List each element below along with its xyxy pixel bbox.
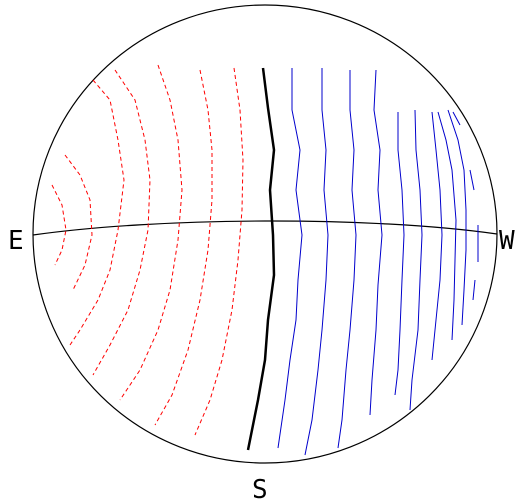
- positive-solid-contours: [277, 68, 479, 456]
- negative-contour: [92, 69, 151, 376]
- label-west: W: [499, 226, 515, 256]
- zero-contour: [246, 67, 276, 451]
- negative-dashed-contours: [51, 64, 244, 436]
- positive-contour: [447, 109, 467, 326]
- positive-contour: [369, 69, 383, 416]
- negative-contour: [69, 79, 125, 346]
- projection-circle: [32, 4, 498, 464]
- negative-contour: [64, 154, 93, 291]
- positive-contour: [437, 111, 457, 341]
- positive-contour: [304, 68, 329, 456]
- positive-contour: [431, 111, 443, 361]
- negative-contour: [51, 184, 67, 266]
- positive-contour: [394, 112, 405, 396]
- label-south: S: [252, 475, 268, 504]
- negative-contour: [194, 67, 244, 436]
- negative-contour: [154, 69, 213, 426]
- positive-contour: [409, 109, 423, 411]
- horizon-line: [32, 220, 498, 236]
- negative-contour: [119, 64, 183, 401]
- positive-contour: [472, 279, 476, 301]
- positive-contour: [469, 169, 475, 191]
- label-east: E: [8, 226, 24, 256]
- positive-contour: [452, 111, 461, 126]
- positive-contour: [337, 70, 357, 449]
- positive-contour: [277, 68, 303, 449]
